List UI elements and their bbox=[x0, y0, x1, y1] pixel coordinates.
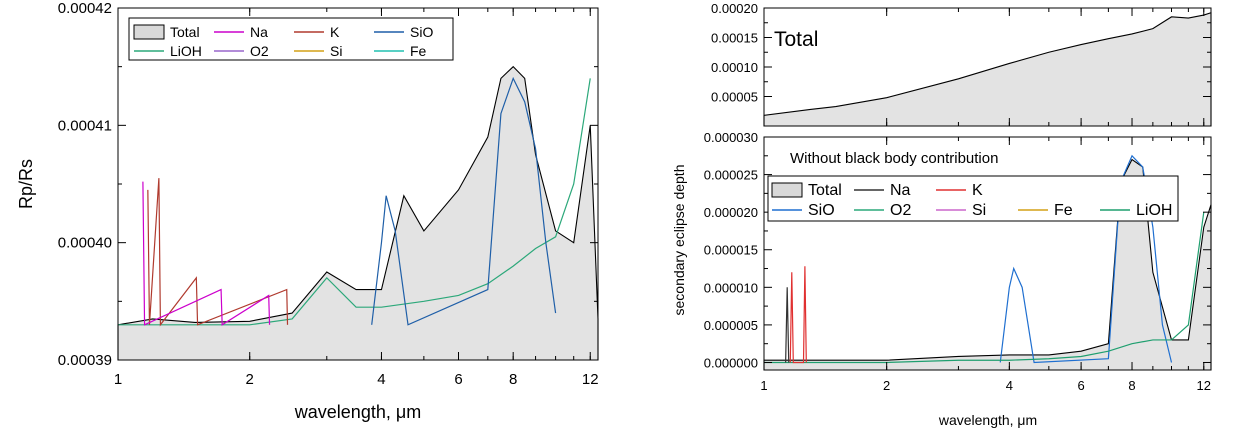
legend-label-si: Si bbox=[330, 43, 342, 59]
legend-label-o2: O2 bbox=[890, 202, 911, 219]
legend-label-na: Na bbox=[250, 24, 268, 40]
left-x-ticks: 1 2 4 6 8 12 bbox=[114, 8, 599, 388]
legend-label-na: Na bbox=[890, 182, 911, 199]
y-tick-label: 0.000000 bbox=[704, 355, 758, 370]
y-tick-label: 0.00005 bbox=[711, 90, 758, 105]
legend-label-sio: SiO bbox=[808, 202, 835, 219]
legend-label-sio: SiO bbox=[410, 24, 433, 40]
left-legend: Total Na K SiO LiOH O2 Si Fe bbox=[128, 17, 454, 61]
y-tick-label: 0.000015 bbox=[704, 243, 758, 258]
right-bottom-legend: Total Na K SiO O2 Si Fe LiOH bbox=[767, 175, 1179, 222]
x-tick-label: 12 bbox=[582, 371, 599, 388]
series-lioh-line bbox=[764, 212, 1205, 364]
legend-swatch-total bbox=[133, 24, 165, 40]
right-bottom-plot-frame bbox=[763, 136, 1212, 371]
series-na-line bbox=[785, 287, 790, 363]
legend-label-fe: Fe bbox=[410, 43, 427, 59]
right-top-chart: 0.00005 0.00010 0.00015 0.00020 Total bbox=[711, 1, 1212, 127]
series-sio-line bbox=[371, 76, 557, 326]
legend-label-si: Si bbox=[972, 202, 986, 219]
x-tick-label: 2 bbox=[883, 378, 890, 393]
x-tick-label: 1 bbox=[114, 371, 122, 388]
legend-label-lioh: LiOH bbox=[1136, 202, 1172, 219]
y-tick-label: 0.00039 bbox=[58, 352, 112, 369]
right-y-axis-label: secondary eclipse depth bbox=[671, 165, 687, 316]
right-bottom-plot-area bbox=[763, 154, 1212, 371]
y-tick-label: 0.00041 bbox=[58, 117, 112, 134]
x-tick-label: 1 bbox=[760, 378, 767, 393]
x-tick-label: 6 bbox=[454, 371, 462, 388]
right-legend-box bbox=[767, 175, 1179, 222]
legend-swatch-total bbox=[771, 182, 803, 198]
series-k-line bbox=[147, 178, 289, 327]
legend-label-k: K bbox=[330, 24, 340, 40]
right-top-plot-area bbox=[763, 11, 1212, 127]
left-x-axis-label: wavelength, μm bbox=[294, 402, 421, 422]
right-bottom-title: Without black body contribution bbox=[790, 150, 998, 167]
legend-label-o2: O2 bbox=[250, 43, 269, 59]
x-tick-label: 4 bbox=[377, 371, 385, 388]
x-tick-label: 4 bbox=[1006, 378, 1013, 393]
right-x-axis-label: wavelength, μm bbox=[938, 412, 1037, 428]
series-lioh-line bbox=[118, 78, 591, 326]
y-tick-label: 0.000010 bbox=[704, 280, 758, 295]
series-k-line bbox=[789, 266, 807, 364]
left-plot-area bbox=[117, 65, 599, 361]
right-top-title: Total bbox=[774, 28, 818, 51]
right-bottom-y-ticks: 0.000000 0.000005 0.000010 0.000015 0.000020… bbox=[704, 130, 1211, 370]
legend-label-total: Total bbox=[170, 24, 200, 40]
y-tick-label: 0.00015 bbox=[711, 31, 758, 46]
series-total-area bbox=[763, 11, 1212, 127]
series-total-area bbox=[763, 158, 1212, 371]
legend-label-fe: Fe bbox=[1054, 202, 1073, 219]
series-total-area bbox=[117, 65, 599, 361]
y-tick-label: 0.00010 bbox=[711, 60, 758, 75]
right-top-y-ticks: 0.00005 0.00010 0.00015 0.00020 bbox=[711, 1, 1211, 105]
y-tick-label: 0.00040 bbox=[58, 235, 112, 252]
series-na-line bbox=[142, 181, 271, 326]
left-legend-box bbox=[128, 17, 454, 61]
y-tick-label: 0.000020 bbox=[704, 205, 758, 220]
right-top-x-ticks bbox=[763, 8, 1205, 126]
y-tick-label: 0.000005 bbox=[704, 318, 758, 333]
x-tick-label: 8 bbox=[1128, 378, 1135, 393]
y-tick-label: 0.00020 bbox=[711, 1, 758, 16]
legend-label-k: K bbox=[972, 182, 983, 199]
legend-label-lioh: LiOH bbox=[170, 43, 202, 59]
x-tick-label: 12 bbox=[1197, 378, 1211, 393]
x-tick-label: 2 bbox=[246, 371, 254, 388]
y-tick-label: 0.00042 bbox=[58, 0, 112, 17]
y-tick-label: 0.000025 bbox=[704, 168, 758, 183]
y-tick-label: 0.000030 bbox=[704, 130, 758, 145]
right-bottom-chart: 1 2 4 6 8 12 0.0000000.0000050.0000100.000015… bbox=[671, 130, 1212, 428]
left-y-axis-label: Rp/Rs bbox=[16, 159, 36, 209]
legend-label-total: Total bbox=[808, 182, 842, 199]
series-sio-line bbox=[999, 154, 1173, 364]
left-y-ticks: 0.00039 0.00040 0.00041 0.00042 bbox=[58, 0, 598, 369]
right-bottom-x-ticks: 1 2 4 6 8 12 bbox=[760, 137, 1211, 393]
x-tick-label: 6 bbox=[1077, 378, 1084, 393]
x-tick-label: 8 bbox=[509, 371, 517, 388]
